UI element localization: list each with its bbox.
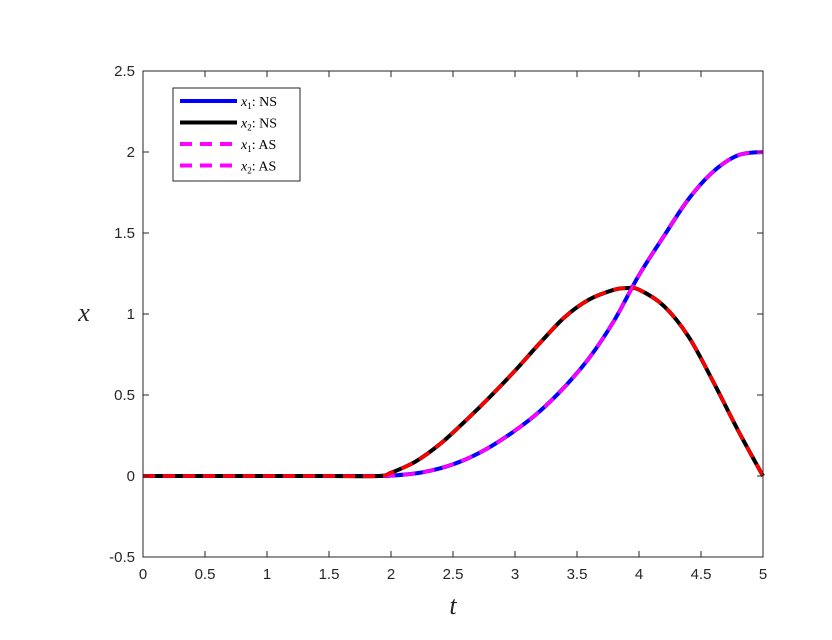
x-tick-label: 1.5: [319, 566, 340, 583]
x-tick-label: 0: [139, 566, 147, 583]
x-tick-label: 4.5: [691, 566, 712, 583]
x-tick-label: 4: [635, 566, 643, 583]
legend-entry-2: x2: NS: [240, 117, 277, 133]
legend-sub: 2: [247, 166, 252, 176]
y-tick-label: 0: [127, 468, 135, 485]
y-axis-label: x: [77, 298, 90, 327]
legend-var: x: [240, 138, 248, 153]
y-tick-label: 2: [127, 144, 135, 161]
x-tick-label: 3: [511, 566, 519, 583]
legend-text: : AS: [252, 138, 277, 153]
y-tick-label: -0.5: [109, 549, 135, 566]
legend-var: x: [240, 95, 248, 110]
legend-var: x: [240, 117, 248, 132]
x-tick-label: 1: [263, 566, 271, 583]
x-tick-label: 2.5: [443, 566, 464, 583]
series-group: [143, 150, 765, 479]
legend-sub: 1: [247, 144, 252, 154]
legend-text: : NS: [252, 95, 277, 110]
legend-sub: 2: [247, 123, 252, 133]
x-axis-label: t: [449, 591, 457, 620]
series-line-4: [143, 286, 765, 478]
x-tick-label: 2: [387, 566, 395, 583]
y-tick-label: 2.5: [114, 63, 135, 80]
legend-box: [172, 87, 301, 182]
legend-text: : NS: [252, 117, 277, 132]
legend-text: : AS: [252, 160, 277, 175]
legend-entry-3: x1: AS: [240, 138, 276, 154]
legend-var: x: [240, 160, 248, 175]
legend-entry-1: x1: NS: [240, 95, 277, 111]
x-tick-label: 3.5: [567, 566, 588, 583]
legend-entry-4: x2: AS: [240, 160, 276, 176]
x-tick-label: 0.5: [195, 566, 216, 583]
x-tick-label: 5: [759, 566, 767, 583]
y-tick-label: 1: [127, 306, 135, 323]
legend-sub: 1: [247, 101, 252, 111]
y-tick-label: 1.5: [114, 225, 135, 242]
y-tick-label: 0.5: [114, 387, 135, 404]
